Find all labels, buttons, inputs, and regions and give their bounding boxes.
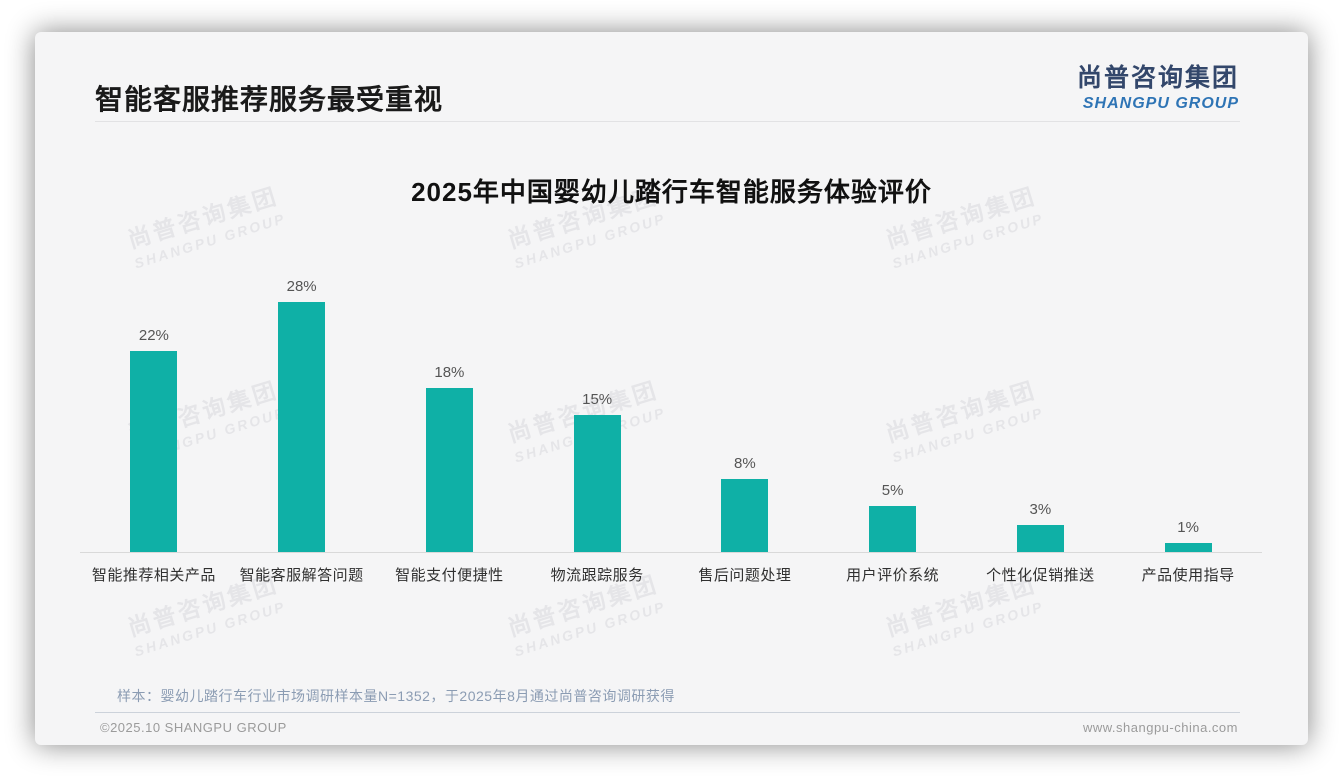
sample-note: 样本：婴幼儿踏行车行业市场调研样本量N=1352，于2025年8月通过尚普咨询调… xyxy=(117,688,675,704)
bar-category-label: 个性化促销推送 xyxy=(986,567,1095,584)
bar xyxy=(130,351,178,552)
bar-chart-plot-area: 22% 28% 18% 15% 8% 5% 3% 1% xyxy=(80,278,1262,552)
bar-column: 18% xyxy=(376,278,524,552)
bar-value-label: 22% xyxy=(138,327,169,344)
bar-category-label: 用户评价系统 xyxy=(846,567,940,584)
header-divider xyxy=(95,121,1240,122)
brand-logo: 尚普咨询集团 SHANGPU GROUP xyxy=(1077,58,1239,113)
website-url: www.shangpu-china.com xyxy=(1082,720,1238,735)
bar xyxy=(721,479,769,552)
bar-column: 28% xyxy=(228,278,376,552)
bar-value-label: 1% xyxy=(1177,519,1199,536)
brand-logo-english: SHANGPU GROUP xyxy=(1082,95,1239,112)
bar-category-label: 智能客服解答问题 xyxy=(239,567,364,584)
bar xyxy=(1164,543,1212,552)
x-axis-category-labels: 智能推荐相关产品 智能客服解答问题 智能支付便捷性 物流跟踪服务 售后问题处理 用户评价系… xyxy=(80,564,1262,585)
bar-column: 1% xyxy=(1114,278,1262,552)
page-title: 智能客服推荐服务最受重视 xyxy=(95,84,444,115)
bar-value-label: 5% xyxy=(881,482,904,499)
bar-category-label: 物流跟踪服务 xyxy=(550,567,644,584)
bar-category-label: 售后问题处理 xyxy=(698,567,792,584)
bar-column: 22% xyxy=(80,278,228,552)
bar-value-label: 18% xyxy=(434,364,465,381)
bar-value-label: 15% xyxy=(582,391,613,408)
bar-value-label: 28% xyxy=(286,278,317,295)
footer-row: ©2025.10 SHANGPU GROUP www.shangpu-china… xyxy=(100,720,1238,735)
x-axis-line xyxy=(80,552,1262,553)
bar-value-label: 3% xyxy=(1029,501,1052,518)
bar-column: 5% xyxy=(819,278,967,552)
brand-logo-chinese: 尚普咨询集团 xyxy=(1076,64,1239,92)
bar xyxy=(278,302,326,552)
bar-column: 3% xyxy=(967,278,1115,552)
footer-divider xyxy=(95,712,1240,713)
bar xyxy=(1016,525,1064,552)
bar-column: 15% xyxy=(523,278,671,552)
bar-category-label: 智能推荐相关产品 xyxy=(91,567,216,584)
bar-column: 8% xyxy=(671,278,819,552)
bar-value-label: 8% xyxy=(734,455,756,472)
bar-category-label: 产品使用指导 xyxy=(1141,567,1235,584)
copyright-text: ©2025.10 SHANGPU GROUP xyxy=(100,720,287,735)
bar xyxy=(425,388,473,552)
report-card: 尚普咨询集团 SHANGPU GROUP 尚普咨询集团 SHANGPU GROUP 尚普… xyxy=(35,32,1308,745)
bar-category-label: 智能支付便捷性 xyxy=(395,567,504,584)
chart-title: 2025年中国婴幼儿踏行车智能服务体验评价 xyxy=(411,177,932,207)
bar xyxy=(869,506,917,552)
bar xyxy=(573,415,621,552)
